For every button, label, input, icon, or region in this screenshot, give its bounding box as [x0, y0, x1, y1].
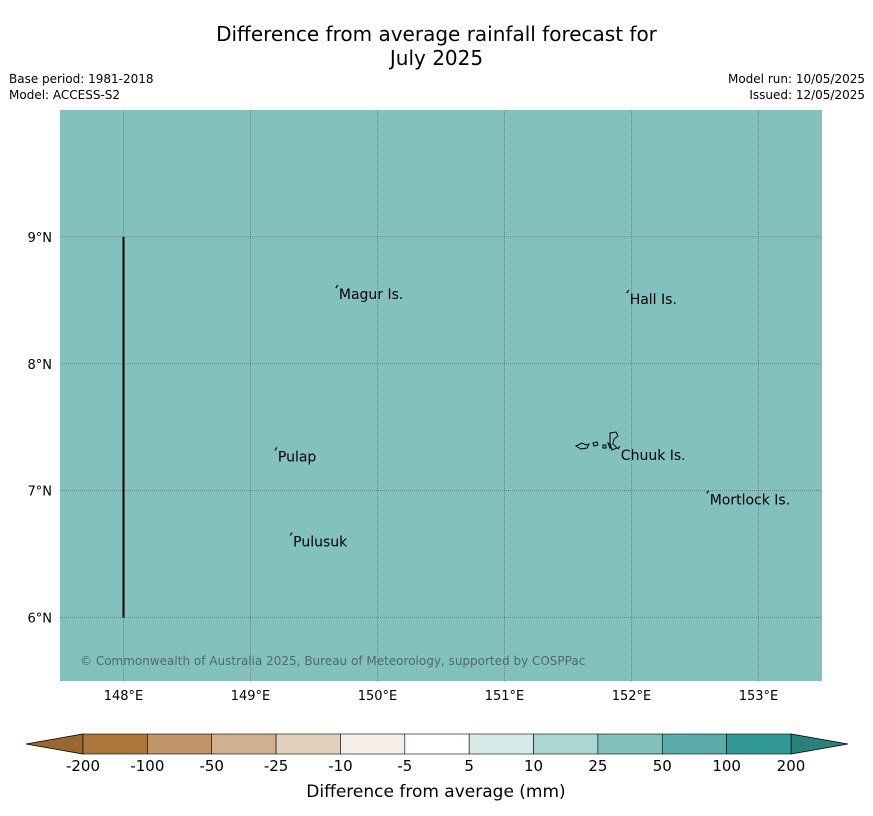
place-label: Mortlock Is. — [710, 493, 790, 509]
colorbar-tick-label: 200 — [777, 757, 806, 775]
chuuk-lagoon-outline — [574, 431, 619, 451]
lon-tick-label: 150°E — [358, 689, 398, 704]
colorbar-tick-label: 100 — [712, 757, 741, 775]
axis-labels: 148°E 149°E 150°E 151°E 152°E 153°E 9°N 8°N 7°N 6… — [28, 231, 779, 704]
place-labels: Magur Is. Hall Is. Pulap Chuuk Is. Mortlock … — [274, 284, 790, 550]
colorbar-tick-label: 5 — [464, 757, 474, 775]
place-label: Pulusuk — [293, 534, 348, 550]
place-label: Magur Is. — [339, 287, 404, 303]
issued-date: Issued: 12/05/2025 — [749, 88, 865, 102]
colorbar-swatch-4 — [340, 733, 406, 755]
colorbar-tick-label: 10 — [524, 757, 543, 775]
island-mark — [626, 289, 630, 294]
colorbar-swatch-9 — [661, 733, 727, 755]
lon-tick-label: 151°E — [485, 689, 525, 704]
island-mark — [617, 445, 621, 450]
place-label: Pulap — [278, 449, 317, 465]
base-period: Base period: 1981-2018 — [9, 72, 154, 86]
island-mark — [335, 284, 339, 289]
lat-tick-label: 8°N — [28, 358, 53, 373]
colorbar-swatch-2 — [211, 733, 277, 755]
place-label: Chuuk Is. — [621, 448, 686, 464]
colorbar: -200 -100 -50 -25 -10 -5 5 10 25 50 100 200 — [25, 733, 849, 775]
meta-left: Base period: 1981-2018 Model: ACCESS-S2 — [9, 71, 154, 103]
island-mark — [706, 490, 710, 494]
lon-tick-label: 153°E — [739, 689, 779, 704]
colorbar-swatch-5 — [404, 733, 470, 755]
colorbar-swatch-8 — [597, 733, 663, 755]
colorbar-under-arrow — [25, 733, 84, 755]
colorbar-tick-label: -200 — [66, 757, 100, 775]
title-line-1: Difference from average rainfall forecas… — [216, 22, 657, 46]
lon-tick-label: 149°E — [231, 689, 271, 704]
model-run: Model run: 10/05/2025 — [727, 72, 865, 86]
colorbar-swatch-6 — [468, 733, 534, 755]
colorbar-tick-label: -25 — [264, 757, 289, 775]
colorbar-over-arrow — [790, 733, 849, 755]
colorbar-tick-label: 25 — [588, 757, 607, 775]
lon-tick-label: 152°E — [612, 689, 652, 704]
colorbar-title: Difference from average (mm) — [306, 782, 565, 802]
islands — [574, 431, 619, 451]
title-line-2: July 2025 — [389, 46, 484, 70]
colorbar-tick-label: -10 — [328, 757, 353, 775]
colorbar-swatch-3 — [275, 733, 341, 755]
colorbar-tick-label: -100 — [130, 757, 164, 775]
chart-title: Difference from average rainfall forecas… — [0, 22, 873, 70]
model-name: Model: ACCESS-S2 — [9, 88, 121, 102]
colorbar-swatch-10 — [726, 733, 792, 755]
colorbar-swatch-0 — [82, 733, 148, 755]
lat-tick-label: 6°N — [28, 612, 53, 627]
place-label: Hall Is. — [630, 292, 677, 308]
lat-tick-label: 7°N — [28, 485, 53, 500]
graticule — [60, 110, 822, 681]
colorbar-tick-label: -50 — [199, 757, 224, 775]
copyright: © Commonwealth of Australia 2025, Bureau… — [80, 654, 585, 668]
contour-layer — [60, 110, 822, 681]
meta-right: Model run: 10/05/2025 Issued: 12/05/2025 — [728, 71, 865, 103]
colorbar-swatch-7 — [533, 733, 599, 755]
island-mark — [274, 447, 278, 451]
lon-tick-label: 148°E — [104, 689, 144, 704]
colorbar-tick-label: 50 — [653, 757, 672, 775]
colorbar-swatch-1 — [147, 733, 213, 755]
contour-band-7 — [60, 110, 822, 681]
island-mark — [289, 532, 293, 536]
map-area: Magur Is. Hall Is. Pulap Chuuk Is. Mortlock … — [60, 110, 822, 681]
colorbar-tick-label: -5 — [397, 757, 412, 775]
lat-tick-label: 9°N — [28, 231, 53, 246]
